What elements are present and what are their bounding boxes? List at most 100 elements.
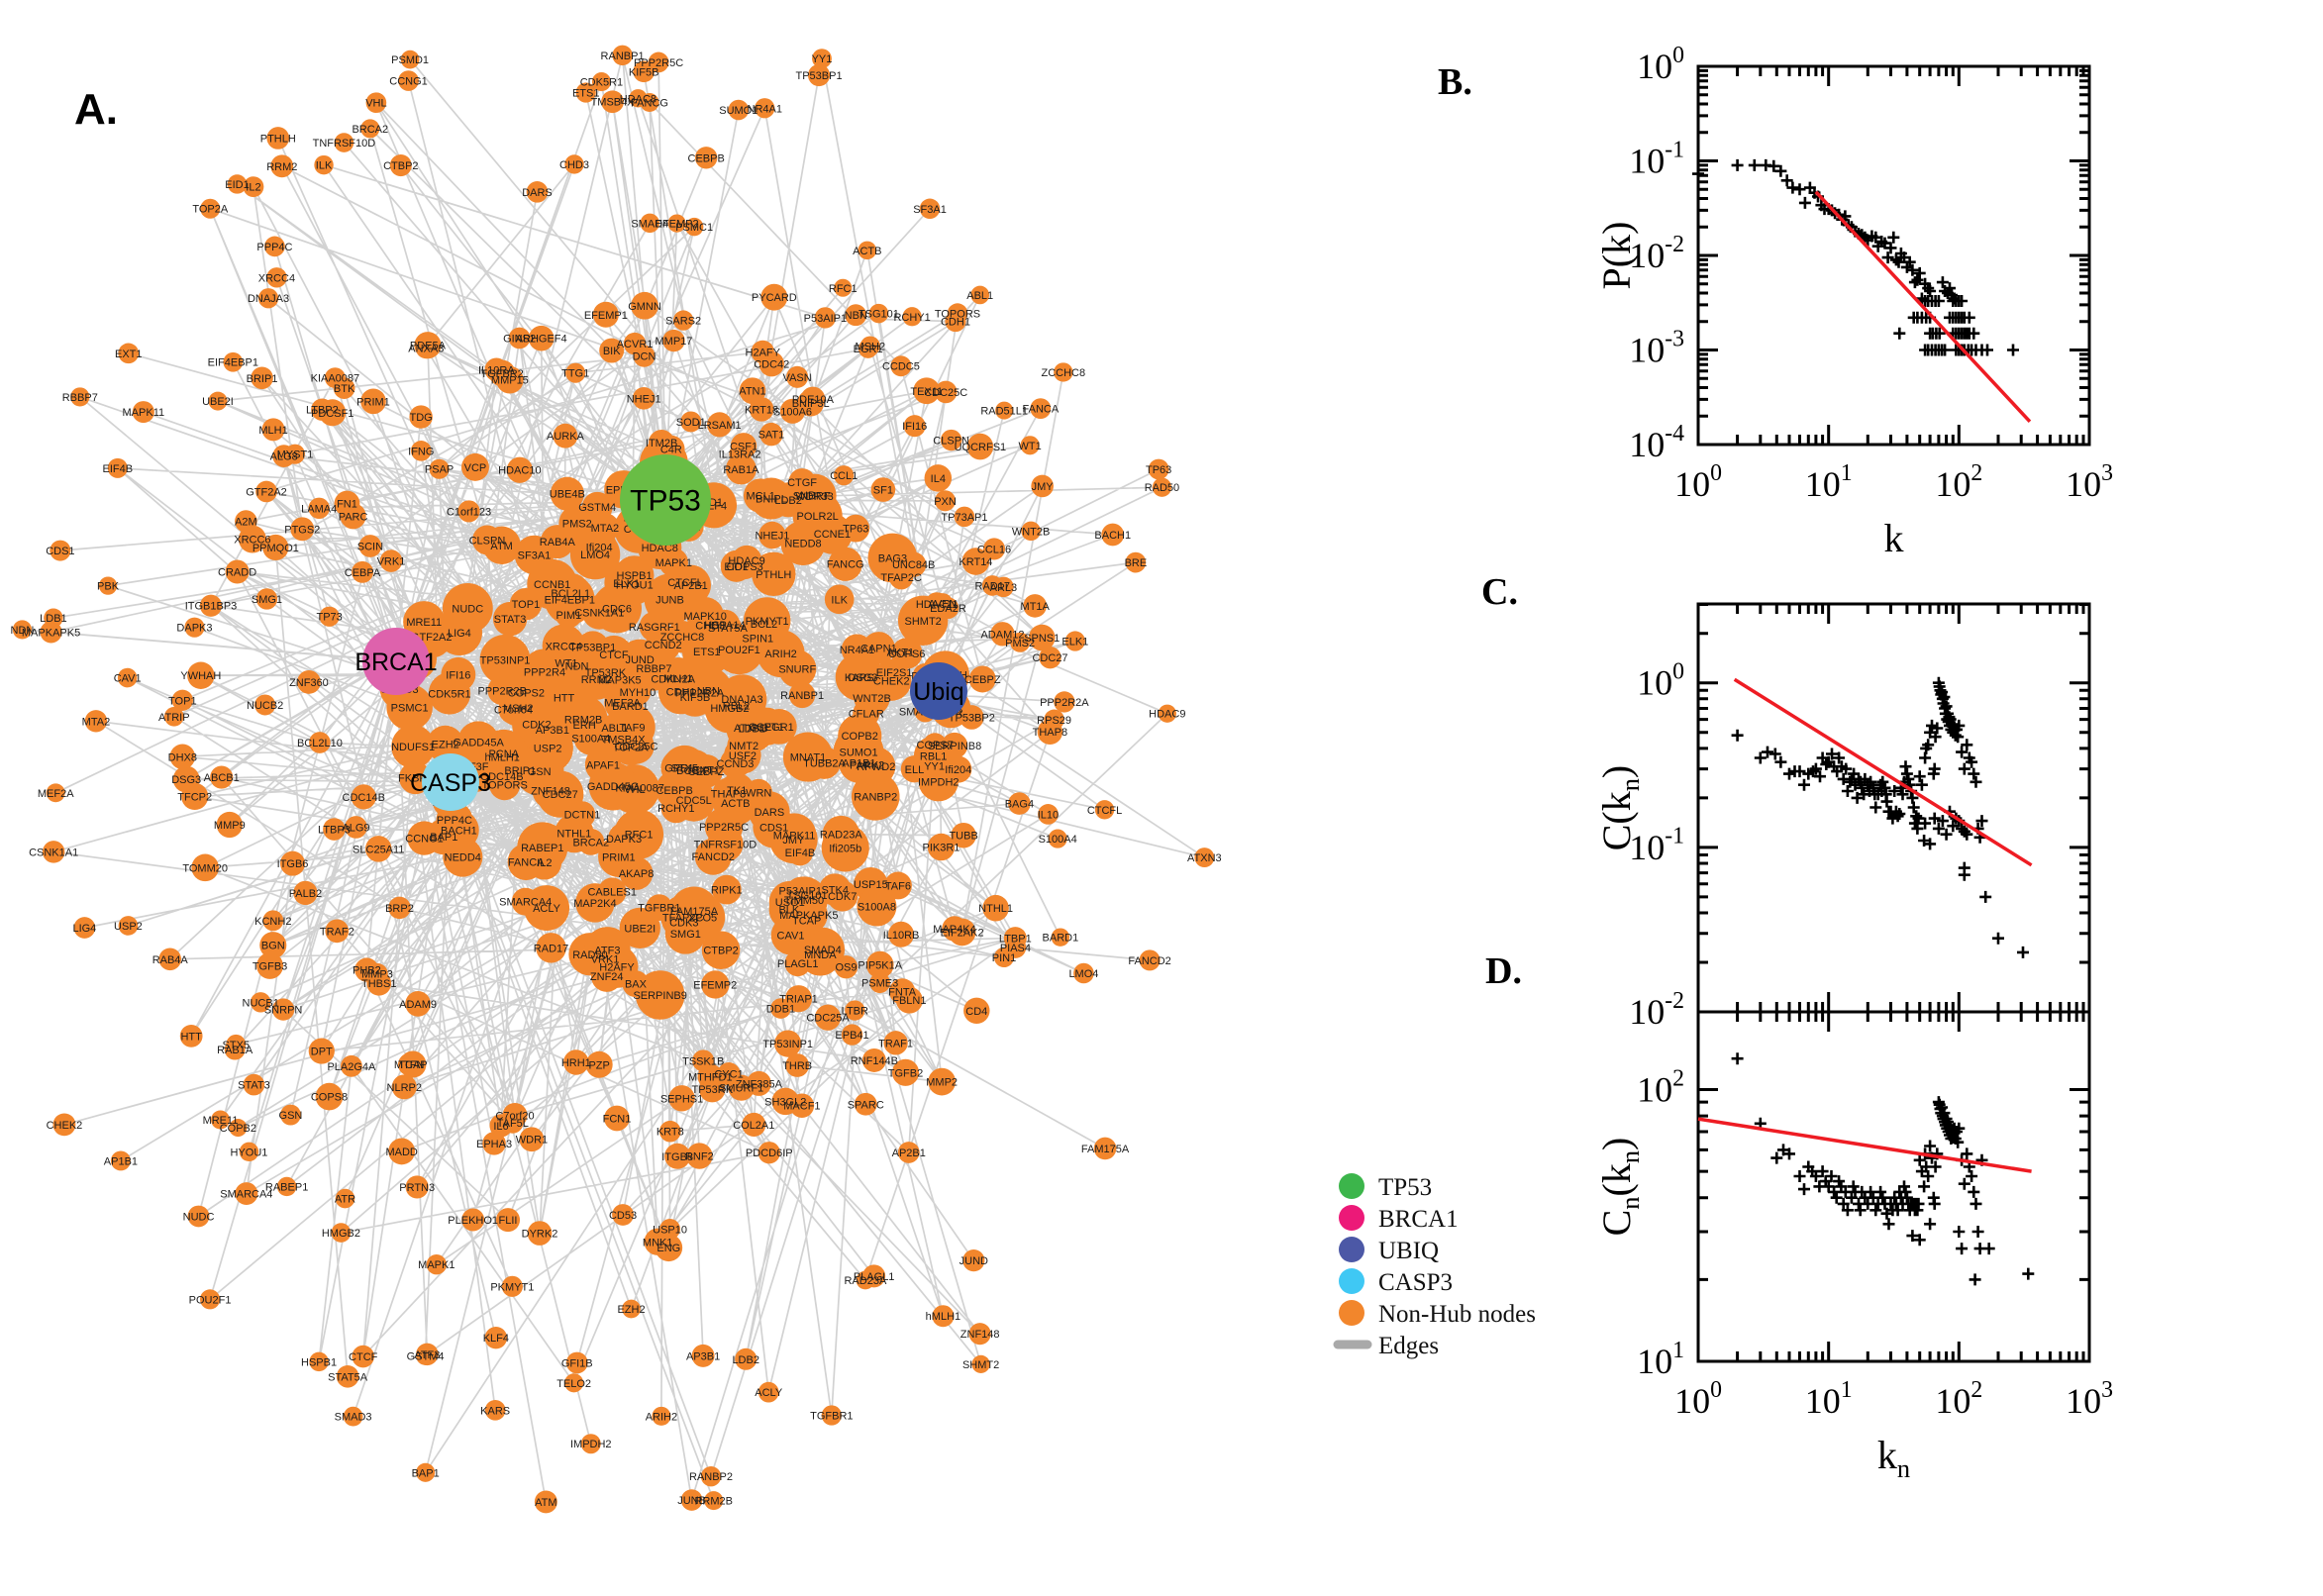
network-node bbox=[759, 422, 783, 447]
network-node bbox=[568, 801, 596, 829]
network-node-label: MT1A bbox=[1021, 601, 1051, 613]
network-node bbox=[73, 917, 96, 939]
network-node-label: RANBP2 bbox=[689, 1471, 733, 1483]
network-node-label: BACH1 bbox=[441, 825, 477, 837]
network-node-label: ARIH2 bbox=[764, 648, 796, 660]
network-node bbox=[841, 1024, 863, 1046]
network-node-label: ARL3 bbox=[990, 582, 1018, 594]
network-node bbox=[597, 877, 627, 907]
network-node-label: SUMO1 bbox=[839, 747, 877, 758]
network-node-label: ETS1 bbox=[572, 88, 600, 100]
network-node-label: CCNG1 bbox=[405, 834, 444, 846]
network-node bbox=[890, 642, 911, 662]
network-node-label: BLK bbox=[778, 905, 799, 917]
network-node-label: DHX8 bbox=[168, 751, 197, 763]
network-node-label: FANCA bbox=[1023, 404, 1060, 416]
network-node bbox=[308, 497, 330, 520]
network-node-label: RAB1A bbox=[723, 464, 759, 476]
network-node bbox=[934, 490, 957, 512]
network-node bbox=[1073, 962, 1094, 984]
network-node bbox=[1010, 632, 1031, 652]
network-node-label: CHD3 bbox=[695, 620, 725, 632]
network-node-label: CDC5L bbox=[676, 795, 712, 807]
network-node-label: KRT14 bbox=[959, 556, 992, 568]
network-node-label: RANBP2 bbox=[854, 791, 897, 803]
network-node-label: MAPK10 bbox=[683, 611, 726, 623]
network-node-label: TOP2A bbox=[613, 743, 650, 754]
network-node bbox=[457, 500, 480, 523]
network-node-label: CTBP2 bbox=[703, 946, 738, 957]
network-node-label: MMP15 bbox=[491, 375, 529, 387]
network-node-label: COPS3 bbox=[726, 561, 762, 573]
network-node-label: CDK5R1 bbox=[428, 688, 470, 700]
network-node-label: ABL1 bbox=[601, 723, 628, 735]
network-node-label: BACH1 bbox=[1094, 530, 1131, 542]
network-node bbox=[814, 307, 837, 329]
network-node-label: PDE10A bbox=[792, 394, 835, 406]
network-node bbox=[42, 841, 65, 863]
network-node bbox=[646, 894, 673, 921]
network-node-label: KLF4 bbox=[483, 1333, 509, 1345]
network-node-label: ATM bbox=[490, 541, 512, 552]
network-node-label: HYOU1 bbox=[616, 579, 654, 591]
network-node bbox=[345, 816, 367, 839]
network-node-label: SERPINB9 bbox=[633, 990, 686, 1002]
network-node-label: TGFBR2 bbox=[480, 368, 523, 380]
network-node-label: NTHL1 bbox=[556, 829, 591, 841]
legend-dot-non-hub-nodes bbox=[1339, 1300, 1364, 1326]
network-node-label: TEX11 bbox=[910, 386, 943, 398]
network-node bbox=[739, 377, 766, 405]
network-node-label: MLH1 bbox=[663, 673, 692, 685]
y-tick-label: 10-1 bbox=[1629, 137, 1684, 180]
network-node bbox=[897, 1142, 920, 1163]
network-node-label: TSSK1B bbox=[682, 1055, 724, 1067]
network-node-label: CDC25C bbox=[614, 741, 657, 752]
network-node-label: LTBP1 bbox=[999, 934, 1032, 946]
y-axis-title: P(k) bbox=[1594, 222, 1639, 290]
network-node-label: TCAP bbox=[792, 915, 821, 927]
network-node bbox=[742, 1112, 766, 1137]
network-node bbox=[786, 839, 814, 866]
network-node-label: CEBPB bbox=[688, 152, 725, 164]
network-node bbox=[858, 241, 877, 260]
network-node bbox=[961, 548, 990, 575]
network-node bbox=[325, 919, 350, 944]
network-node bbox=[900, 755, 929, 783]
network-node-label: VASN bbox=[783, 372, 812, 384]
network-node bbox=[707, 826, 744, 862]
network-node-label: CTCFL bbox=[667, 577, 702, 589]
network-node-label: PLAGL1 bbox=[777, 958, 819, 970]
network-node bbox=[334, 490, 360, 517]
network-node-label: STX5 bbox=[223, 1040, 251, 1051]
network-node bbox=[845, 1000, 865, 1021]
network-node-label: NUCB2 bbox=[247, 700, 283, 712]
network-node-label: TOPORS bbox=[482, 780, 528, 792]
x-tick-label: 103 bbox=[2066, 460, 2113, 504]
network-node-label: LTBP3 bbox=[318, 825, 351, 837]
network-node-label: EGR1 bbox=[854, 344, 883, 355]
network-node-label: PDCSF1 bbox=[311, 408, 354, 420]
network-node-label: THAP8 bbox=[711, 789, 746, 801]
network-node bbox=[488, 359, 516, 387]
network-node bbox=[208, 391, 228, 411]
network-node-label: EXT1 bbox=[692, 764, 720, 776]
fit-line bbox=[1733, 677, 2033, 867]
network-node-label: IFI16 bbox=[446, 669, 470, 681]
network-node-label: BRCA2 bbox=[572, 837, 609, 848]
network-node-label: NP bbox=[800, 490, 815, 502]
network-node bbox=[869, 972, 890, 994]
network-node-label: SH3GL2 bbox=[764, 1096, 806, 1108]
network-node bbox=[966, 433, 994, 460]
network-node bbox=[360, 388, 386, 415]
network-node bbox=[856, 1270, 875, 1290]
network-node-label: ZNF148 bbox=[960, 1329, 1000, 1341]
network-node bbox=[243, 176, 264, 198]
network-node-label: TGFBR1 bbox=[638, 903, 680, 915]
network-node bbox=[694, 147, 718, 169]
network-node bbox=[323, 818, 346, 841]
network-node-label: P53AIP1 bbox=[804, 313, 847, 325]
network-node-label: DSG3 bbox=[848, 672, 877, 684]
network-node-label: ATF3 bbox=[414, 1349, 440, 1361]
network-node bbox=[409, 405, 433, 429]
network-node bbox=[971, 1354, 990, 1373]
